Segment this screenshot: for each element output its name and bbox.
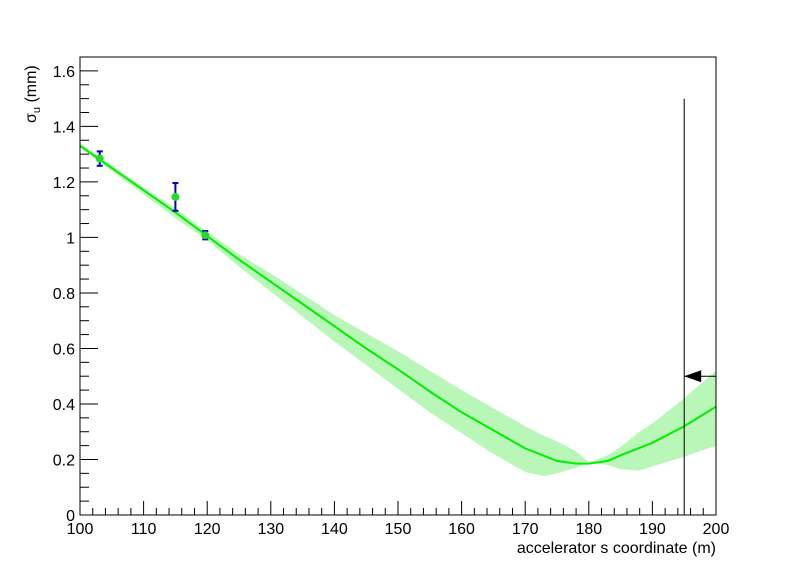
data-point — [95, 154, 104, 163]
x-tick-label: 110 — [131, 521, 157, 538]
fit-curve — [79, 144, 717, 465]
y-axis-label-symbol: σ — [23, 113, 40, 123]
x-tick-label: 170 — [512, 521, 539, 538]
data-points-layer — [95, 150, 210, 241]
fit-curve-layer — [79, 144, 717, 465]
y-tick-label: 1.6 — [53, 64, 75, 81]
y-tick-label: 1 — [66, 230, 75, 247]
y-tick-label: 0 — [66, 508, 75, 525]
y-axis-label-subscript: u — [31, 107, 43, 113]
y-tick-label: 1.4 — [53, 119, 75, 136]
x-tick-label: 130 — [257, 521, 284, 538]
y-tick-label: 0.4 — [53, 397, 75, 414]
annotation-layer — [683, 98, 716, 515]
arrow-head — [684, 370, 702, 383]
y-axis-ticks: 0 0.2 0.4 0.6 0.8 1 1.2 1.4 1.6 — [53, 64, 98, 525]
data-point — [171, 192, 180, 201]
x-tick-label: 140 — [321, 521, 348, 538]
y-tick-label: 0.8 — [53, 286, 75, 303]
y-axis-label-unit: (mm) — [23, 65, 40, 107]
x-tick-label: 180 — [575, 521, 602, 538]
x-axis-label: accelerator s coordinate (m) — [517, 540, 716, 557]
x-axis-ticks: 100 110 120 130 140 150 160 170 180 190 200 — [67, 501, 730, 538]
x-tick-label: 150 — [385, 521, 412, 538]
y-axis-label: σu (mm) — [23, 65, 43, 123]
x-tick-label: 160 — [448, 521, 475, 538]
x-tick-label: 100 — [67, 521, 94, 538]
x-tick-label: 120 — [194, 521, 221, 538]
y-tick-label: 1.2 — [53, 175, 75, 192]
x-tick-label: 200 — [703, 521, 730, 538]
data-point — [201, 231, 210, 240]
y-tick-label: 0.6 — [53, 341, 75, 358]
x-tick-label: 190 — [639, 521, 666, 538]
y-tick-label: 0.2 — [53, 452, 75, 469]
